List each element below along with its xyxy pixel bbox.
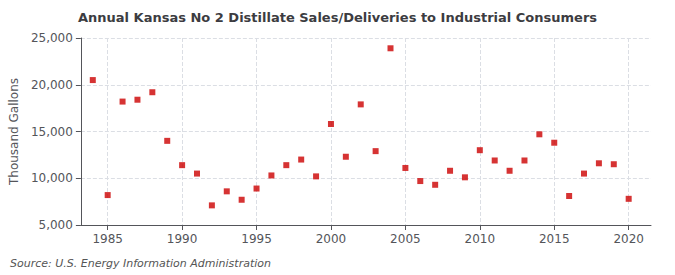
svg-text:Source: U.S. Energy Informatio: Source: U.S. Energy Information Administ…	[10, 257, 271, 270]
svg-text:10,000: 10,000	[31, 171, 73, 185]
svg-text:1995: 1995	[241, 232, 272, 246]
svg-text:2015: 2015	[539, 232, 570, 246]
svg-text:5,000: 5,000	[39, 218, 73, 232]
svg-text:2010: 2010	[465, 232, 496, 246]
svg-text:1985: 1985	[92, 232, 123, 246]
svg-text:2000: 2000	[316, 232, 347, 246]
svg-text:15,000: 15,000	[31, 125, 73, 139]
svg-text:1990: 1990	[167, 232, 198, 246]
svg-text:25,000: 25,000	[31, 31, 73, 45]
svg-text:Thousand Gallons: Thousand Gallons	[7, 78, 21, 186]
svg-text:Annual Kansas No 2 Distillate: Annual Kansas No 2 Distillate Sales/Deli…	[78, 10, 597, 25]
svg-text:2005: 2005	[390, 232, 421, 246]
svg-text:20,000: 20,000	[31, 78, 73, 92]
svg-text:2020: 2020	[613, 232, 644, 246]
